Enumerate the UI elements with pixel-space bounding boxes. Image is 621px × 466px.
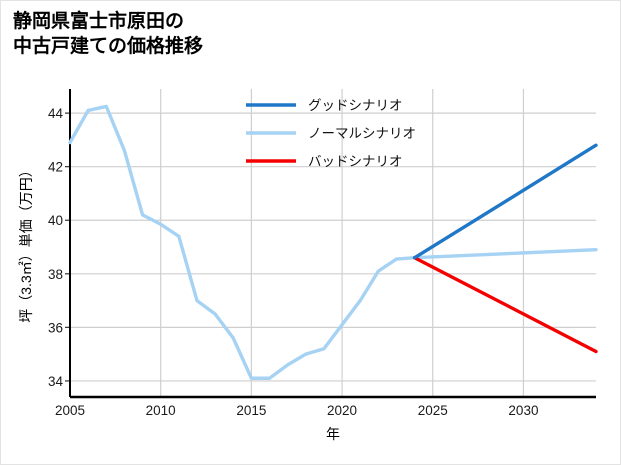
y-tick-label: 40 [48, 213, 63, 228]
y-tick-label: 36 [48, 320, 63, 335]
x-tick-label: 2010 [146, 403, 176, 418]
page-title: 静岡県富士市原田の 中古戸建ての価格推移 [13, 11, 204, 58]
data-series-group [68, 104, 598, 380]
x-tick-label: 2020 [327, 403, 357, 418]
series-line [68, 104, 598, 380]
y-tick-label: 38 [48, 267, 63, 282]
legend-label: グッドシナリオ [308, 98, 403, 113]
series-line [412, 256, 598, 354]
legend-label: ノーマルシナリオ [308, 126, 416, 141]
y-tick-label: 44 [48, 106, 64, 121]
x-tick-label: 2005 [55, 403, 85, 418]
y-tick-label: 42 [48, 160, 63, 175]
x-tick-label: 2015 [236, 403, 266, 418]
x-axis-ticks: 2005 2010 2015 2020 2025 2030 [55, 403, 538, 418]
x-tick-label: 2025 [418, 403, 448, 418]
series-line [412, 143, 598, 260]
y-axis-title: 坪（3.3㎡）単価（万円） [18, 163, 34, 322]
x-axis-title: 年 [326, 426, 340, 442]
legend-label: バッドシナリオ [308, 154, 403, 169]
y-axis-ticks: 34 36 38 40 42 44 [48, 106, 70, 389]
y-tick-label: 34 [48, 374, 64, 389]
x-tick-label: 2030 [508, 403, 538, 418]
